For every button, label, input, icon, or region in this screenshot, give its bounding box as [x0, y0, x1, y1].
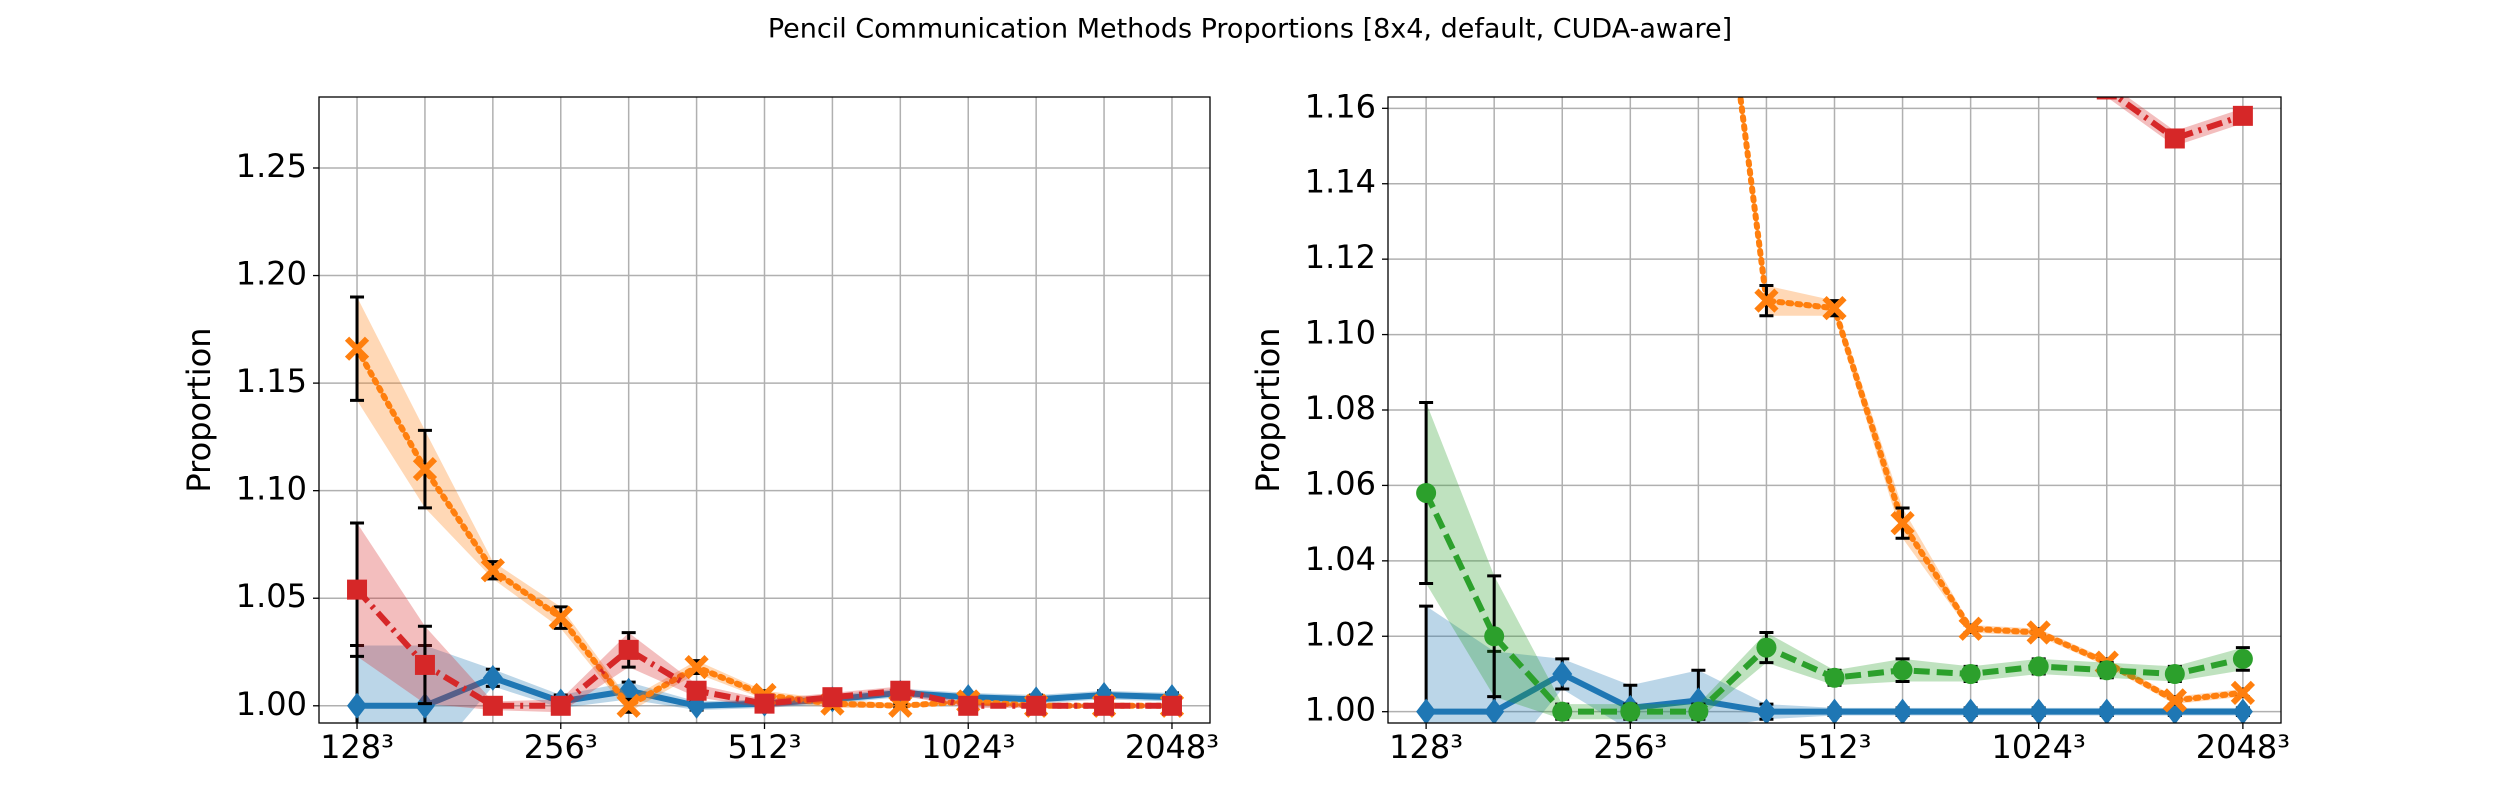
marker: [1026, 695, 1047, 716]
x-tick-label: 2048³: [1125, 728, 1219, 766]
marker: [686, 680, 707, 701]
marker: [1552, 701, 1573, 722]
error-bar: [2032, 78, 2046, 93]
marker: [1484, 698, 1505, 723]
marker: [1552, 660, 1573, 687]
marker: [1960, 698, 1981, 723]
y-axis-label: Proportion: [180, 327, 218, 492]
x-tick-label: 512³: [728, 728, 802, 766]
marker: [2232, 648, 2253, 669]
marker: [1822, 296, 1847, 321]
x-tick-label: 256³: [1593, 728, 1667, 766]
marker: [1620, 701, 1641, 722]
marker: [344, 336, 370, 361]
y-tick-label: 1.15: [236, 362, 307, 400]
y-tick-label: 1.20: [236, 255, 307, 293]
marker: [2096, 660, 2117, 681]
y-tick-label: 1.04: [1305, 540, 1376, 578]
x-tick-label: 256³: [524, 728, 598, 766]
y-tick-label: 1.12: [1305, 238, 1376, 276]
marker: [347, 692, 368, 719]
marker: [1416, 482, 1437, 503]
marker: [1960, 663, 1981, 684]
marker: [1890, 511, 1915, 536]
x-tick-label: 2048³: [2196, 728, 2290, 766]
marker: [482, 695, 503, 716]
marker: [414, 692, 435, 719]
marker: [1824, 698, 1845, 723]
marker: [1892, 698, 1913, 723]
marker: [2026, 620, 2051, 645]
marker: [618, 639, 639, 660]
subplot: 128³ 256³ 512³ 1024³ 2048³ 1.00 1.02 1.04 1.06 1.…: [1249, 76, 2290, 766]
axes-frame: [318, 96, 1211, 724]
marker: [1416, 698, 1437, 723]
error-band: [357, 522, 1172, 713]
marker: [1688, 701, 1709, 722]
y-tick-label: 1.10: [236, 470, 307, 508]
marker: [1756, 698, 1777, 723]
axes-frame: [1387, 96, 2282, 724]
subplot: 128³ 256³ 512³ 1024³ 2048³ 1.00 1.05 1.10 1.15 1.…: [180, 96, 1219, 766]
marker: [2028, 656, 2049, 677]
marker: [958, 695, 979, 716]
marker: [480, 558, 505, 583]
plot-area: [1416, 76, 2256, 723]
marker: [684, 654, 709, 680]
x-tick-label: 128³: [320, 728, 394, 766]
marker: [1824, 667, 1845, 688]
marker: [2028, 698, 2049, 723]
marker: [1484, 626, 1505, 647]
marker: [822, 687, 843, 708]
marker: [2162, 688, 2187, 713]
series-line: [2112, 97, 2244, 142]
y-tick-label: 1.02: [1305, 615, 1376, 653]
marker: [482, 664, 503, 691]
y-tick-label: 1.06: [1305, 464, 1376, 502]
marker: [548, 605, 573, 630]
marker: [2164, 698, 2185, 723]
y-tick-label: 1.00: [236, 685, 307, 723]
marker: [2096, 97, 2117, 100]
marker: [2096, 698, 2117, 723]
marker: [754, 693, 775, 714]
marker: [2164, 663, 2185, 684]
error-band: [1426, 402, 2243, 720]
y-tick-label: 1.05: [236, 577, 307, 615]
marker: [2164, 128, 2185, 149]
marker: [2230, 680, 2256, 705]
marker: [890, 680, 911, 701]
y-tick-label: 1.08: [1305, 389, 1376, 427]
y-tick-label: 1.10: [1305, 314, 1376, 352]
marker: [414, 654, 435, 675]
marker: [412, 457, 438, 482]
y-axis-label: Proportion: [1249, 327, 1287, 492]
y-tick-label: 1.14: [1305, 163, 1376, 201]
y-tick-label: 1.16: [1305, 87, 1376, 125]
figure-title: Pencil Communication Methods Proportions…: [768, 14, 1732, 45]
error-bar: [2099, 97, 2114, 99]
marker: [550, 695, 571, 716]
marker: [1754, 288, 1779, 313]
marker: [616, 693, 641, 718]
x-tick-label: 512³: [1798, 728, 1872, 766]
y-tick-label: 1.00: [1305, 691, 1376, 729]
marker: [1161, 695, 1182, 716]
plot-area: [344, 295, 1185, 723]
marker: [1958, 616, 1983, 641]
x-tick-label: 128³: [1389, 728, 1463, 766]
marker: [2232, 698, 2253, 723]
marker: [2029, 76, 2049, 96]
marker: [347, 579, 368, 600]
marker: [1094, 695, 1115, 716]
marker: [2232, 105, 2253, 126]
x-tick-label: 1024³: [921, 728, 1015, 766]
x-tick-label: 1024³: [1992, 728, 2086, 766]
y-tick-label: 1.25: [236, 147, 307, 185]
marker: [1892, 660, 1913, 681]
marker: [1756, 637, 1777, 658]
error-band: [2106, 97, 2243, 147]
